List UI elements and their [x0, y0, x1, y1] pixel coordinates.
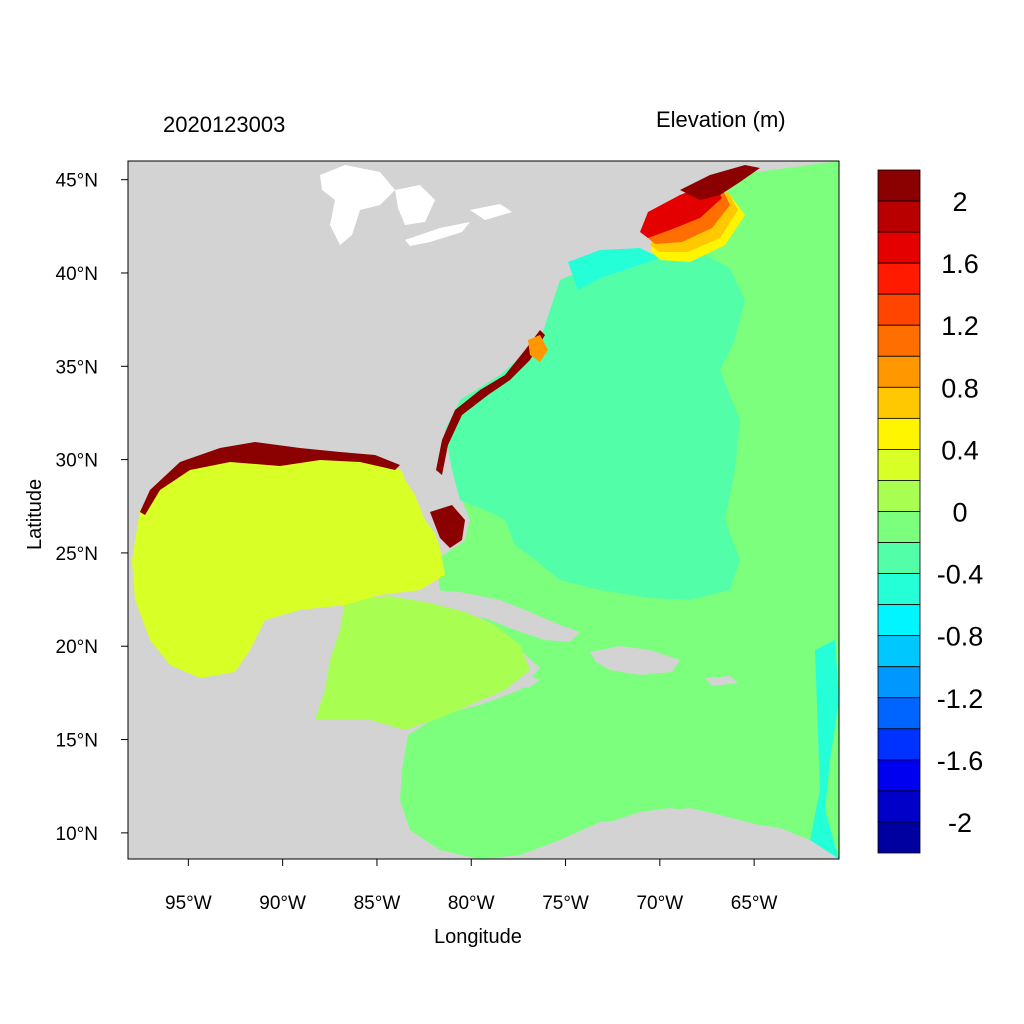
plot-frame [127, 160, 840, 860]
region-western-atlantic [445, 252, 745, 600]
lon-tick-label: 65°W [731, 893, 778, 914]
colorbar-swatch [877, 324, 921, 357]
colorbar-swatch [877, 666, 921, 699]
colorbar-swatch [877, 759, 921, 792]
colorbar-swatch [877, 728, 921, 761]
colorbar-swatch [877, 573, 921, 606]
great-lake-huron [395, 185, 435, 225]
colorbar-label: 0.8 [941, 373, 979, 403]
colorbar: 2 1.6 1.2 0.8 0.4 0 -0.4 -0.8 -1.2 -1.6 -2 [877, 169, 984, 854]
lon-tick-label: 70°W [636, 893, 683, 914]
region-south-florida-surge [430, 505, 465, 548]
great-lake-erie [405, 222, 470, 246]
south-america-coast [540, 808, 839, 859]
map-plot-area [128, 161, 839, 859]
region-gulf-coast-surge [140, 442, 400, 515]
longitude-axis: 95°W 90°W 85°W 80°W 75°W 70°W 65°W [165, 859, 778, 914]
y-axis-title: Latitude [24, 478, 46, 550]
lat-tick-label: 40°N [56, 264, 98, 285]
lon-tick-label: 85°W [354, 893, 401, 914]
island-puerto-rico [705, 676, 738, 686]
colorbar-swatch [877, 262, 921, 295]
colorbar-label: 2 [952, 187, 967, 217]
region-chesapeake-surge [528, 335, 548, 362]
colorbar-label: 0 [952, 498, 967, 528]
colorbar-swatch [877, 697, 921, 730]
colorbar-swatch [877, 821, 921, 854]
region-shelf [568, 248, 660, 290]
colorbar-label: -0.4 [937, 560, 984, 590]
x-axis-title: Longitude [434, 926, 522, 948]
region-atlantic-coast-surge [436, 330, 545, 475]
colorbar-label: 1.6 [941, 249, 979, 279]
great-lake-ontario [470, 204, 512, 220]
colorbar-swatch [877, 355, 921, 388]
colorbar-label: -0.8 [937, 622, 984, 652]
region-western-caribbean [315, 596, 530, 730]
lat-tick-label: 45°N [56, 171, 98, 192]
lon-tick-label: 80°W [448, 893, 495, 914]
colorbar-swatch [877, 386, 921, 419]
colorbar-swatch [877, 635, 921, 668]
colorbar-label: -1.6 [937, 746, 984, 776]
colorbar-swatch [877, 449, 921, 481]
region-gom-band-2 [680, 165, 760, 200]
lat-tick-label: 30°N [56, 451, 98, 472]
lat-tick-label: 10°N [56, 824, 98, 845]
colorbar-swatch [877, 417, 921, 450]
lon-tick-label: 75°W [542, 893, 589, 914]
colorbar-label: -1.2 [937, 684, 984, 714]
colorbar-label: 1.2 [941, 311, 979, 341]
latitude-axis: 45°N 40°N 35°N 30°N 25°N 20°N 15°N 10°N [56, 171, 128, 845]
island-hispaniola [590, 646, 680, 675]
colorbar-swatch [877, 542, 921, 574]
colorbar-label: 0.4 [941, 435, 979, 465]
colorbar-swatch [877, 293, 921, 326]
region-gulf-of-mexico [132, 455, 445, 678]
lat-tick-label: 35°N [56, 357, 98, 378]
colorbar-swatch [877, 480, 921, 512]
colorbar-label: -2 [948, 808, 972, 838]
great-lake-superior-michigan [320, 165, 395, 245]
lon-tick-label: 95°W [165, 893, 212, 914]
colorbar-swatch [877, 231, 921, 264]
colorbar-swatch [877, 511, 921, 543]
date-title: 2020123003 [163, 112, 286, 137]
lat-tick-label: 25°N [56, 544, 98, 565]
colorbar-swatch [877, 169, 921, 202]
colorbar-swatch [877, 604, 921, 637]
colorbar-swatch [877, 790, 921, 823]
variable-title: Elevation (m) [656, 107, 786, 132]
lon-tick-label: 90°W [259, 893, 306, 914]
lat-tick-label: 20°N [56, 637, 98, 658]
island-cuba [385, 590, 580, 642]
colorbar-swatch [877, 200, 921, 233]
lat-tick-label: 15°N [56, 731, 98, 752]
region-shelf-east [810, 640, 839, 859]
